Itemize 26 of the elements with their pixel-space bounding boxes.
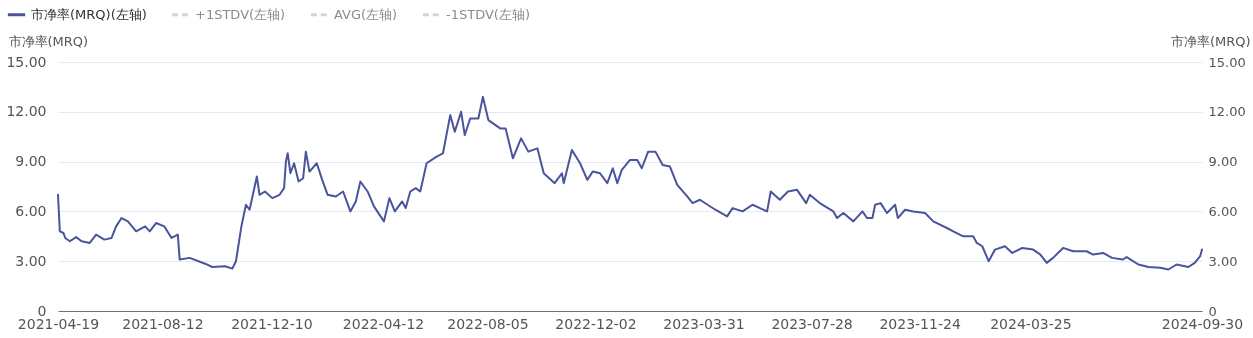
legend-label: AVG(左轴) xyxy=(334,6,398,22)
y2-tick-label: 12.00 xyxy=(1208,104,1246,120)
y2-tick-label: 6.00 xyxy=(1208,203,1238,219)
y-tick-label: 3.00 xyxy=(15,252,47,269)
y-axis-title: 市净率(MRQ) xyxy=(8,33,89,49)
x-tick-label: 2021-08-12 xyxy=(122,315,204,332)
x-tick-label: 2023-07-28 xyxy=(771,315,853,332)
legend-label: -1STDV(左轴) xyxy=(446,6,530,22)
y-tick-label: 6.00 xyxy=(15,202,47,219)
x-tick-label: 2024-03-25 xyxy=(990,315,1072,332)
x-tick-label: 2021-12-10 xyxy=(231,315,313,332)
x-tick-label: 2022-12-02 xyxy=(555,315,637,332)
y-tick-label: 12.00 xyxy=(6,103,47,120)
x-tick-label: 2023-03-31 xyxy=(663,315,745,332)
y2-axis-title: 市净率(MRQ) xyxy=(1170,33,1251,49)
y2-tick-label: 3.00 xyxy=(1208,253,1238,269)
y-tick-label: 15.00 xyxy=(6,53,47,70)
y2-tick-label: 9.00 xyxy=(1208,154,1238,170)
legend-label: 市净率(MRQ)(左轴) xyxy=(31,6,147,22)
line-series xyxy=(57,95,1203,271)
y2-tick-label: 15.00 xyxy=(1208,54,1246,70)
x-tick-label: 2022-08-05 xyxy=(447,315,529,332)
y-tick-label: 9.00 xyxy=(15,153,47,170)
legend-label: +1STDV(左轴) xyxy=(195,6,286,22)
x-tick-label: 2022-04-12 xyxy=(342,315,425,332)
x-tick-label: 2023-11-24 xyxy=(879,315,961,332)
